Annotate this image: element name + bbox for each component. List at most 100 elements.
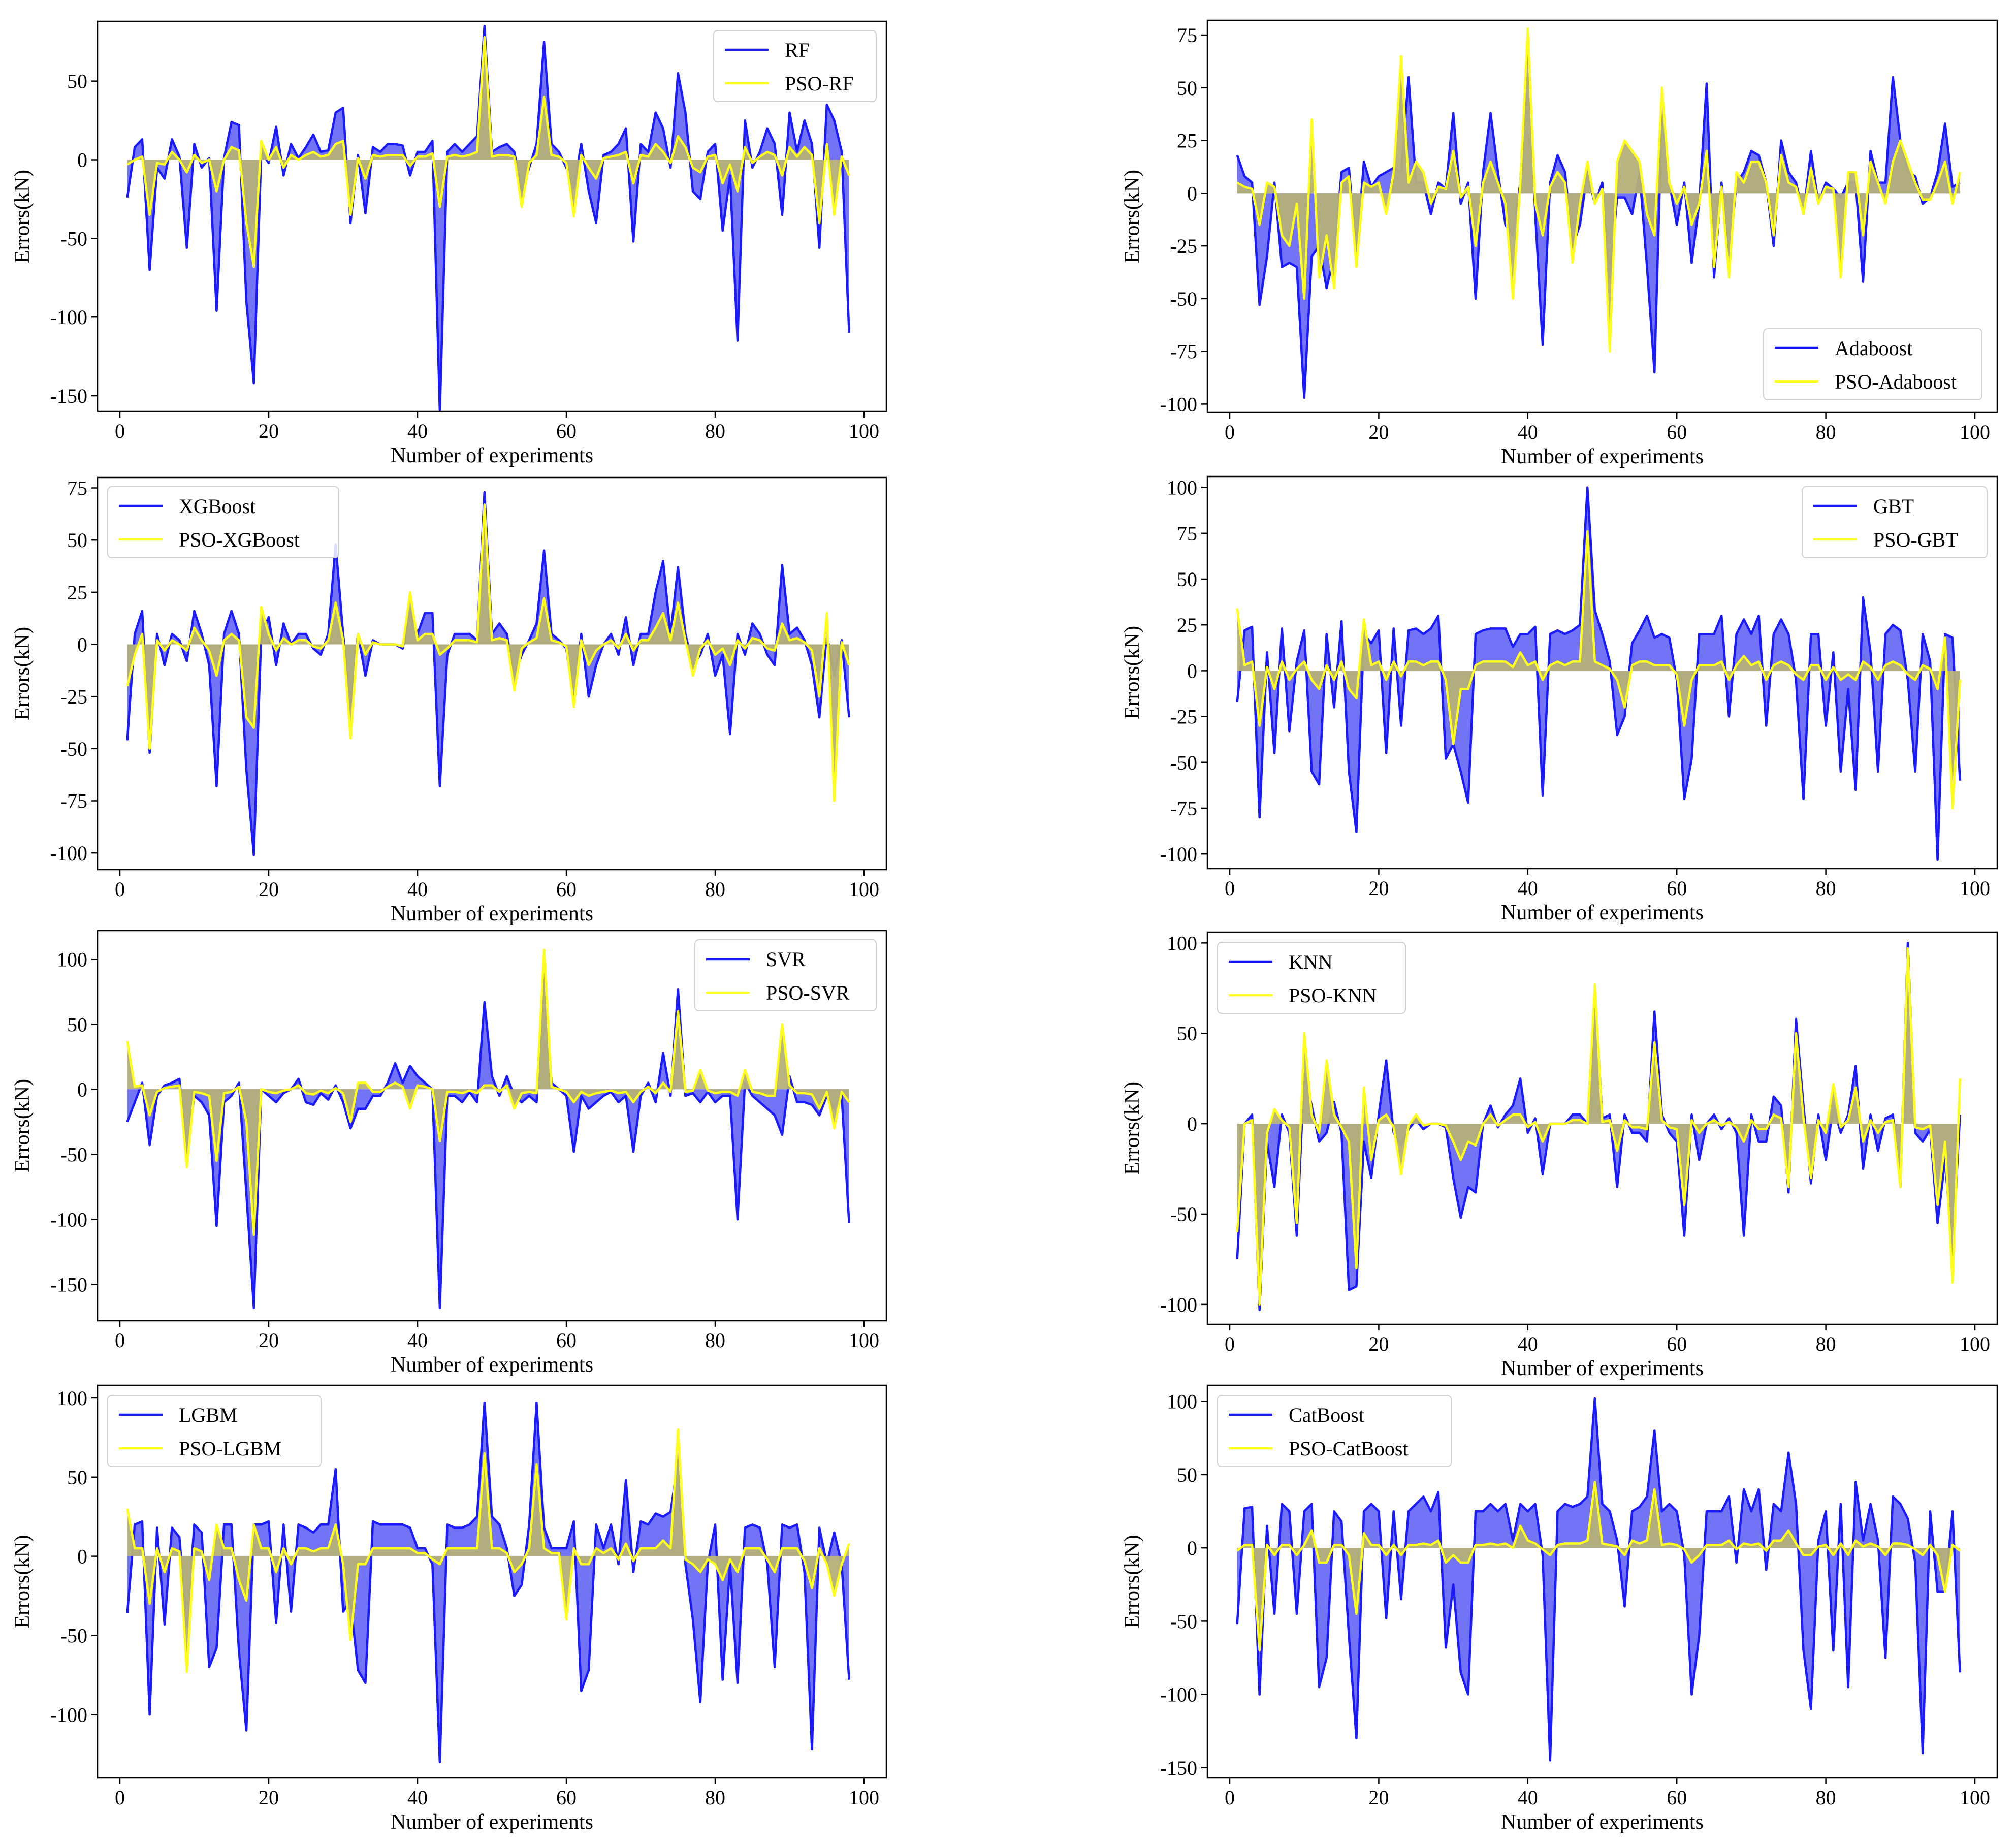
plot-area [126,1402,850,1764]
plot-area [126,491,850,856]
x-tick-label: 0 [115,878,125,901]
axes-frame [97,1384,887,1779]
y-tick-label: -100 [50,1208,87,1231]
series-line-pso-knn [1236,947,1961,1306]
x-axis-label: Number of experiments [391,444,593,467]
y-tick-label: -50 [60,1143,87,1166]
area-fill-pso-knn [1237,948,1960,1304]
x-tick-label: 20 [1368,877,1389,900]
plot-area [1236,1397,1961,1762]
y-tick-label: 25 [1177,130,1197,152]
legend: KNN PSO-KNN [1217,942,1406,1014]
y-tick-label: 50 [67,1466,87,1489]
y-tick-label: 50 [67,70,87,93]
y-tick-label: -150 [1160,1757,1197,1779]
y-tick-label: -75 [1170,797,1197,820]
y-tick-label: -100 [1160,393,1197,416]
legend: LGBM PSO-LGBM [107,1395,322,1467]
y-tick-label: 25 [67,581,87,604]
legend-label: KNN [1289,950,1333,973]
legend: SVR PSO-SVR [694,939,877,1011]
area-fill-pso-lgbm [127,1429,849,1672]
chart-panel-lgbm: 0 20 40 60 80 100 100 50 0 -50 -100 Number of exper… [11,1384,887,1834]
x-tick-label: 20 [259,420,279,442]
y-tick-label: -50 [1170,288,1197,310]
x-tick-label: 80 [705,878,725,901]
y-tick-label: -50 [60,738,87,760]
x-tick-label: 0 [1225,877,1235,900]
legend-label: CatBoost [1289,1404,1364,1426]
x-tick-label: 40 [1518,1332,1538,1355]
axes-frame [97,20,887,412]
y-axis-label: Errors(kN) [1121,626,1144,719]
y-tick-label: 75 [67,477,87,500]
x-tick-label: 20 [1368,1332,1389,1355]
x-tick-label: 60 [556,420,577,442]
plot-area [1236,942,1961,1311]
series-line-pso-catboost [1236,1481,1961,1652]
chart-panel-catboost: 0 20 40 60 80 100 100 50 0 -50 -100 -150 Number of e… [1121,1384,1998,1834]
chart-panel-gbt: 0 20 40 60 80 100 100 75 50 25 0 -25 -50 -75 -100 Numbe… [1121,475,1998,925]
y-tick-label: 0 [77,633,87,656]
legend-label: PSO-RF [785,72,854,95]
x-tick-label: 0 [1225,1786,1235,1809]
plot-area [126,25,850,411]
y-tick-label: 100 [57,1387,87,1410]
plot-area [1236,27,1961,399]
axes-frame [1206,19,1998,413]
y-axis-label: Errors(kN) [11,1535,34,1628]
legend-label: GBT [1873,495,1914,518]
x-tick-label: 20 [1368,421,1389,443]
x-tick-label: 100 [849,878,879,901]
y-tick-label: -25 [1170,235,1197,258]
legend-label: PSO-GBT [1873,528,1958,551]
y-axis-label: Errors(kN) [1121,1535,1144,1628]
legend-box [1217,1395,1452,1467]
legend: CatBoost PSO-CatBoost [1217,1395,1452,1467]
x-tick-label: 40 [407,1329,428,1352]
x-tick-label: 0 [115,1329,125,1352]
y-tick-label: -75 [1170,340,1197,363]
plot-area [1236,486,1961,861]
y-tick-label: -100 [50,842,87,865]
x-tick-label: 0 [115,1786,125,1809]
x-tick-label: 0 [1225,1332,1235,1355]
x-tick-label: 40 [407,1786,428,1809]
x-tick-label: 20 [259,1786,279,1809]
y-tick-label: 100 [57,948,87,971]
x-tick-label: 60 [1667,1332,1687,1355]
y-tick-label: -50 [1170,751,1197,774]
x-tick-label: 20 [259,878,279,901]
x-tick-label: 60 [556,1329,577,1352]
y-tick-label: 100 [1167,476,1197,499]
y-tick-label: 25 [1177,614,1197,636]
y-tick-label: 0 [77,1545,87,1568]
x-tick-label: 100 [1960,1332,1990,1355]
y-axis-label: Errors(kN) [1121,1081,1144,1175]
y-tick-label: -75 [60,789,87,812]
x-tick-label: 100 [849,1329,879,1352]
x-tick-label: 40 [1518,421,1538,443]
y-tick-label: 75 [1177,522,1197,545]
x-tick-label: 40 [1518,1786,1538,1809]
y-tick-label: -50 [1170,1203,1197,1226]
y-axis-label: Errors(kN) [11,1079,34,1172]
x-tick-label: 40 [1518,877,1538,900]
axes-frame [1206,475,1998,870]
legend-label: PSO-SVR [766,981,850,1004]
y-tick-label: -50 [60,227,87,250]
x-tick-label: 60 [556,1786,577,1809]
legend-label: PSO-LGBM [179,1437,281,1460]
x-tick-label: 40 [407,420,428,442]
y-tick-label: 0 [1187,1112,1197,1135]
x-tick-label: 80 [1816,877,1836,900]
y-tick-label: 0 [1187,1537,1197,1559]
series-line-catboost [1236,1397,1961,1762]
legend-label: PSO-CatBoost [1289,1437,1409,1460]
legend: GBT PSO-GBT [1802,486,1988,558]
y-tick-label: -150 [50,385,87,407]
series-line-pso-xgboost [126,503,850,802]
y-axis-label: Errors(kN) [1121,170,1144,263]
legend-label: Adaboost [1835,337,1912,360]
x-tick-label: 40 [407,878,428,901]
